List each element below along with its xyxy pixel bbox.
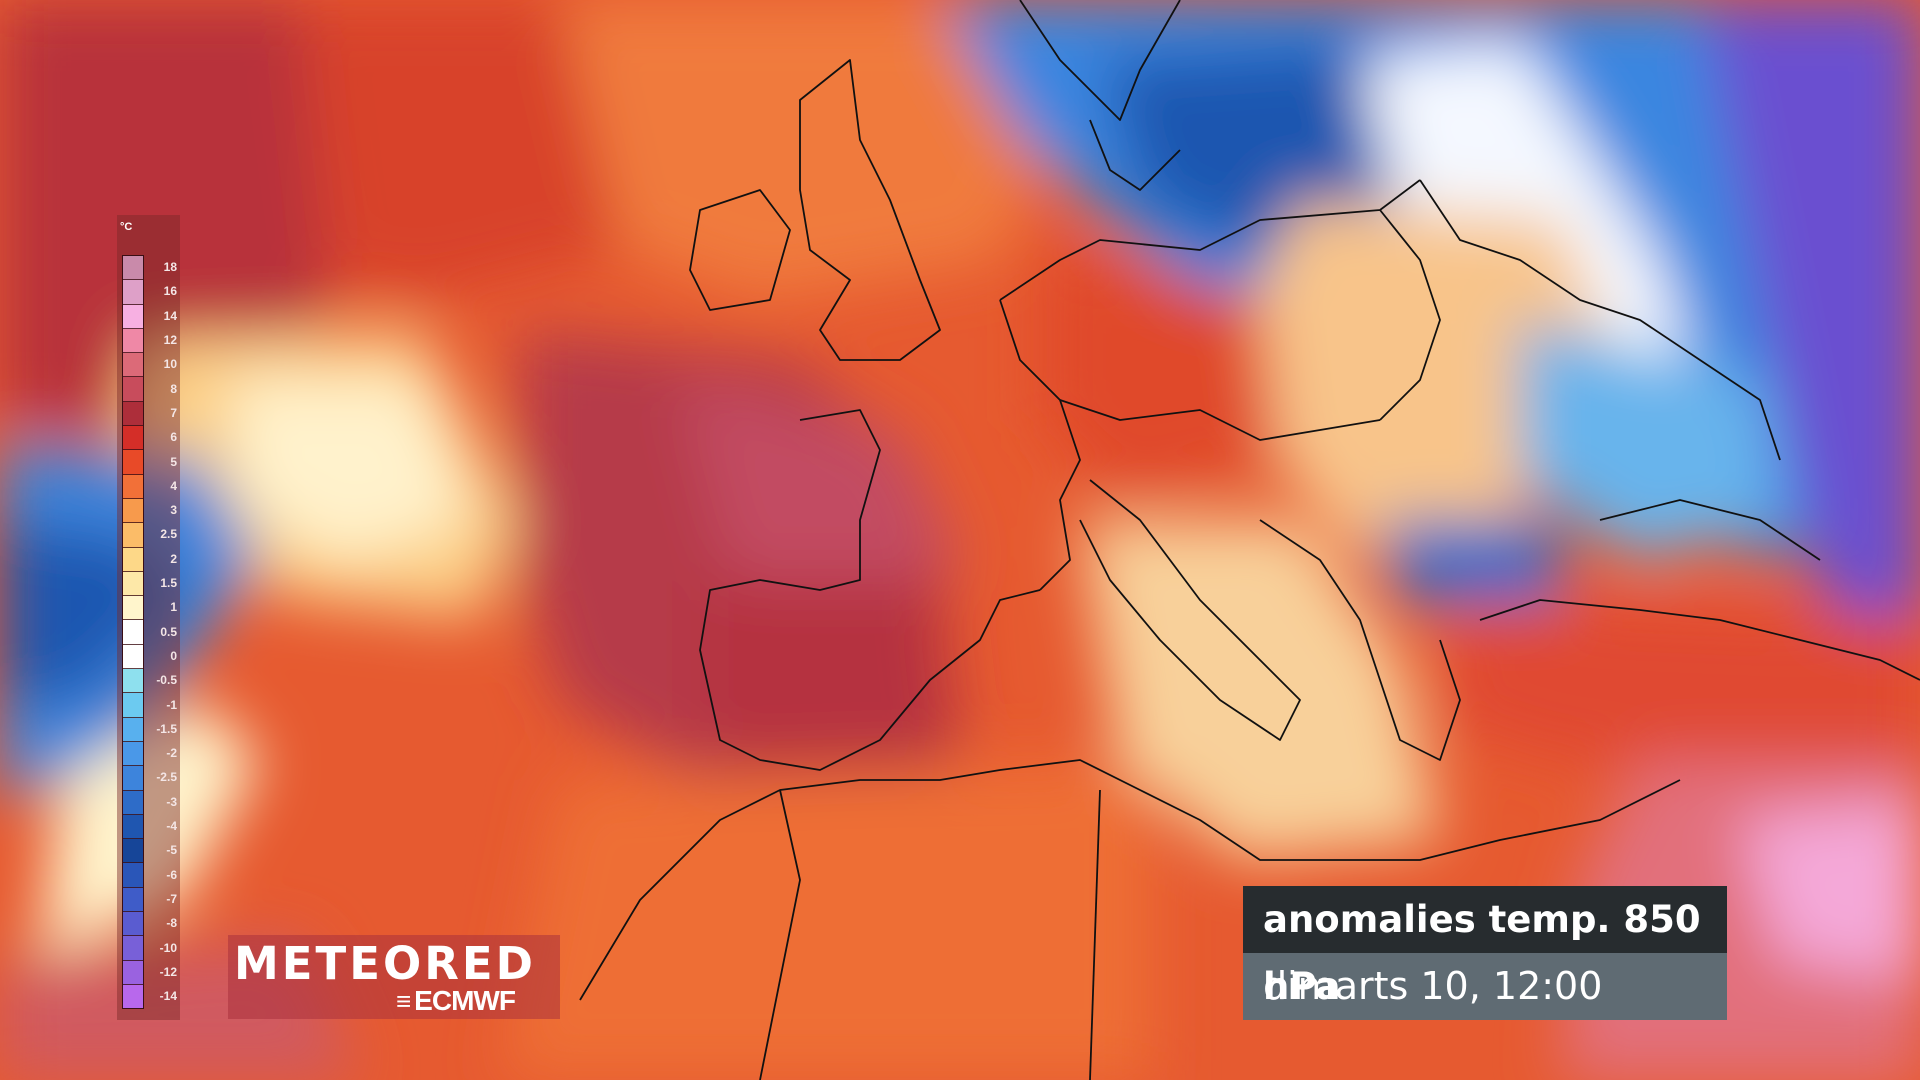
legend-tick: -6 [166,867,177,882]
legend-cell [123,256,143,281]
legend-tick: 7 [170,405,177,420]
legend-cell [123,644,143,670]
legend-tick: -0.5 [156,673,177,688]
map-valid-time: dimarts 10, 12:00 [1243,953,1727,1020]
legend-tick: 2.5 [160,527,177,542]
legend-cell [123,960,143,985]
map-caption: anomalies temp. 850 hPa dimarts 10, 12:0… [1243,886,1727,1020]
legend-cell [123,353,143,378]
legend-cell [123,401,143,427]
legend-cell [123,547,143,572]
legend-cell [123,984,143,1009]
legend-tick: 0.5 [160,624,177,639]
legend-cell [123,790,143,815]
legend-cell [123,839,143,864]
legend-tick: -8 [166,916,177,931]
legend-tick: -5 [166,843,177,858]
legend-tick: -12 [159,964,177,979]
legend-tick: 1.5 [160,576,177,591]
legend-tick: 8 [170,381,177,396]
legend-tick: 6 [170,430,177,445]
meteored-ecmwf-logo: METEORED ≡ ECMWF [228,935,560,1019]
legend-tick: 0 [170,648,177,663]
ecmwf-label: ECMWF [414,985,516,1016]
legend-cell [123,717,143,742]
legend-tick: 4 [170,478,177,493]
legend-cell [123,912,143,937]
legend-tick: 16 [163,284,177,299]
legend-tick: -7 [166,891,177,906]
legend-color-bar [122,255,144,1010]
legend-tick: 18 [163,260,177,275]
legend-cell [123,450,143,475]
legend-tick: 1 [170,600,177,615]
legend-cell [123,766,143,791]
legend-tick: 12 [163,333,177,348]
legend-cell [123,280,143,305]
legend-tick: 2 [170,551,177,566]
legend-cell [123,377,143,402]
map-title: anomalies temp. 850 hPa [1243,886,1727,1008]
legend-tick: -4 [166,819,177,834]
legend-cell [123,936,143,961]
legend-cell [123,571,143,597]
legend-tick: -3 [166,794,177,809]
legend-cell [123,741,143,767]
legend-cell [123,669,143,694]
legend-tick: -10 [159,940,177,955]
legend-tick: -14 [159,989,177,1004]
legend-tick: 14 [163,308,177,323]
legend-cell [123,328,143,354]
legend-cell [123,523,143,548]
legend-cell [123,693,143,718]
legend-tick: -1 [166,697,177,712]
legend-cell [123,814,143,840]
legend-cell [123,596,143,621]
ecmwf-wordmark: ≡ ECMWF [396,985,516,1017]
legend-tick: 10 [163,357,177,372]
legend-tick: -2 [166,746,177,761]
legend-tick: 3 [170,503,177,518]
legend-cell [123,304,143,329]
legend-tick: 5 [170,454,177,469]
legend-cell [123,863,143,888]
ecmwf-icon: ≡ [396,985,411,1016]
meteored-wordmark: METEORED [234,937,536,990]
legend-tick: -2.5 [156,770,177,785]
legend-unit: °C [120,221,133,233]
legend-cell [123,498,143,524]
color-scale-legend: °C 18 16 14 12 10 8 7 6 5 4 3 2.5 2 1.5 1 0.5 0 -0.5 -1 -1.… [117,215,180,1020]
legend-tick: -1.5 [156,721,177,736]
legend-cell [123,887,143,913]
legend-cell [123,620,143,645]
legend-cell [123,426,143,451]
legend-cell [123,474,143,499]
